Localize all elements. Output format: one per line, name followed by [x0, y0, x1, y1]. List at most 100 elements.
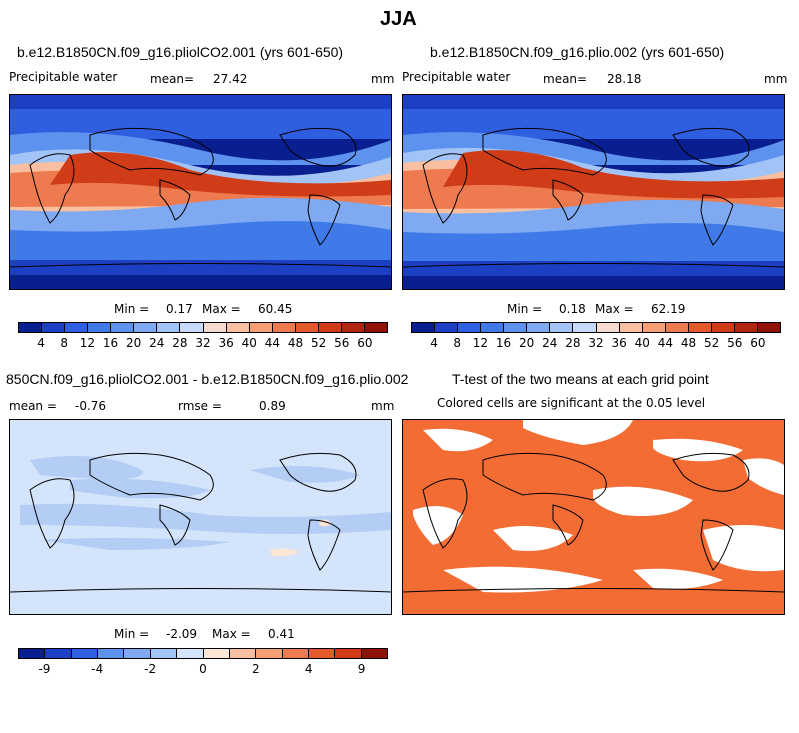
colorbar-swatch — [308, 649, 336, 658]
colorbar-swatch — [42, 323, 66, 332]
colorbar-swatch — [19, 323, 43, 332]
panel1-units: mm — [371, 72, 395, 86]
panel1-title: b.e12.B1850CN.f09_g16.pliolCO2.001 (yrs … — [17, 44, 344, 60]
colorbar-tick-label: 4 — [37, 336, 45, 350]
colorbar-swatch — [203, 323, 227, 332]
colorbar-tick-label: 2 — [252, 662, 260, 676]
map-panel-ttest — [402, 419, 785, 615]
precip-water-map-2 — [403, 95, 784, 289]
colorbar-tick-label: 28 — [565, 336, 581, 350]
colorbar-panel1 — [18, 322, 388, 333]
colorbar-tick-label: 4 — [430, 336, 438, 350]
panel2-min-value: 0.18 — [559, 302, 586, 316]
panel2-units: mm — [764, 72, 788, 86]
colorbar-swatch — [665, 323, 689, 332]
panel4-title: T-test of the two means at each grid poi… — [452, 371, 709, 387]
colorbar-swatch — [134, 323, 158, 332]
colorbar-swatch — [249, 323, 273, 332]
colorbar-swatch — [335, 649, 362, 658]
colorbar-tick-label: 32 — [195, 336, 211, 350]
colorbar-tick-label: 28 — [172, 336, 188, 350]
colorbar-tick-label: 8 — [60, 336, 69, 350]
map-panel-difference — [9, 419, 392, 615]
colorbar-panel2 — [411, 322, 781, 333]
colorbar-swatch — [150, 649, 178, 658]
colorbar-tick-label: 56 — [727, 336, 743, 350]
colorbar-swatch — [757, 323, 780, 332]
colorbar-swatch — [282, 649, 309, 658]
colorbar-swatch — [65, 323, 89, 332]
panel1-max-label: Max = — [202, 302, 241, 316]
colorbar-tick-label: 4 — [304, 662, 313, 676]
panel2-mean-label: mean= — [543, 72, 588, 86]
panel4-subtitle: Colored cells are significant at the 0.0… — [437, 396, 706, 410]
colorbar-tick-label: 52 — [703, 336, 720, 350]
colorbar-swatch — [98, 649, 125, 658]
colorbar-swatch — [504, 323, 528, 332]
colorbar-swatch — [619, 323, 643, 332]
colorbar-tick-label: 12 — [472, 336, 489, 350]
colorbar-swatch — [527, 323, 551, 332]
colorbar-swatch — [435, 323, 459, 332]
difference-map — [10, 420, 391, 614]
panel1-min-value: 0.17 — [166, 302, 193, 316]
colorbar-swatch — [177, 649, 204, 658]
colorbar-swatch — [341, 323, 365, 332]
colorbar-tick-label: 48 — [680, 336, 697, 350]
panel2-min-label: Min = — [507, 302, 543, 316]
panel2-variable: Precipitable water — [402, 70, 511, 84]
colorbar-tick-label: 20 — [125, 336, 142, 350]
panel1-variable: Precipitable water — [9, 70, 118, 84]
colorbar-swatch — [272, 323, 296, 332]
colorbar-swatch — [157, 323, 181, 332]
figure-title: JJA — [380, 8, 417, 30]
colorbar-swatch — [45, 649, 72, 658]
panel1-min-label: Min = — [114, 302, 150, 316]
panel3-min-value: -2.09 — [166, 627, 198, 641]
panel3-mean-label: mean = — [9, 399, 57, 413]
colorbar-tick-label: -4 — [91, 662, 104, 676]
colorbar-tick-label: 32 — [588, 336, 604, 350]
colorbar-tick-label: 48 — [287, 336, 304, 350]
colorbar-tick-label: 52 — [310, 336, 327, 350]
colorbar-swatch — [412, 323, 436, 332]
colorbar-tick-label: 44 — [264, 336, 281, 350]
colorbar-tick-label: -2 — [144, 662, 157, 676]
panel1-mean-label: mean= — [150, 72, 195, 86]
colorbar-swatch — [88, 323, 112, 332]
panel2-max-value: 62.19 — [651, 302, 686, 316]
colorbar-tick-label: -9 — [38, 662, 51, 676]
colorbar-tick-label: 56 — [334, 336, 350, 350]
colorbar-swatch — [256, 649, 283, 658]
colorbar-swatch — [295, 323, 319, 332]
panel2-mean-value: 28.18 — [607, 72, 642, 86]
colorbar-swatch — [481, 323, 505, 332]
colorbar-swatch — [734, 323, 758, 332]
colorbar-swatch — [111, 323, 135, 332]
panel2-title: b.e12.B1850CN.f09_g16.plio.002 (yrs 601-… — [430, 44, 725, 60]
map-panel-pliolco2 — [9, 94, 392, 290]
colorbar-swatch — [688, 323, 712, 332]
panel1-mean-value: 27.42 — [213, 72, 248, 86]
colorbar-swatch — [458, 323, 482, 332]
colorbar-tick-label: 44 — [657, 336, 674, 350]
colorbar-difference — [18, 648, 388, 659]
colorbar-swatch — [573, 323, 597, 332]
colorbar-swatch — [124, 649, 151, 658]
colorbar-tick-label: 9 — [357, 662, 366, 676]
colorbar-swatch — [229, 649, 257, 658]
colorbar-tick-label: 60 — [357, 336, 373, 350]
panel3-mean-value: -0.76 — [75, 399, 107, 413]
precip-water-map-1 — [10, 95, 391, 289]
panel3-rmse-value: 0.89 — [259, 399, 286, 413]
colorbar-tick-label: 20 — [518, 336, 535, 350]
colorbar-tick-label: 24 — [149, 336, 165, 350]
colorbar-swatch — [180, 323, 204, 332]
panel3-units: mm — [371, 399, 395, 413]
colorbar-tick-label: 16 — [102, 336, 119, 350]
colorbar-tick-label: 16 — [495, 336, 512, 350]
panel3-min-label: Min = — [114, 627, 150, 641]
colorbar-tick-label: 12 — [79, 336, 96, 350]
colorbar-swatch — [642, 323, 666, 332]
colorbar-swatch — [596, 323, 620, 332]
